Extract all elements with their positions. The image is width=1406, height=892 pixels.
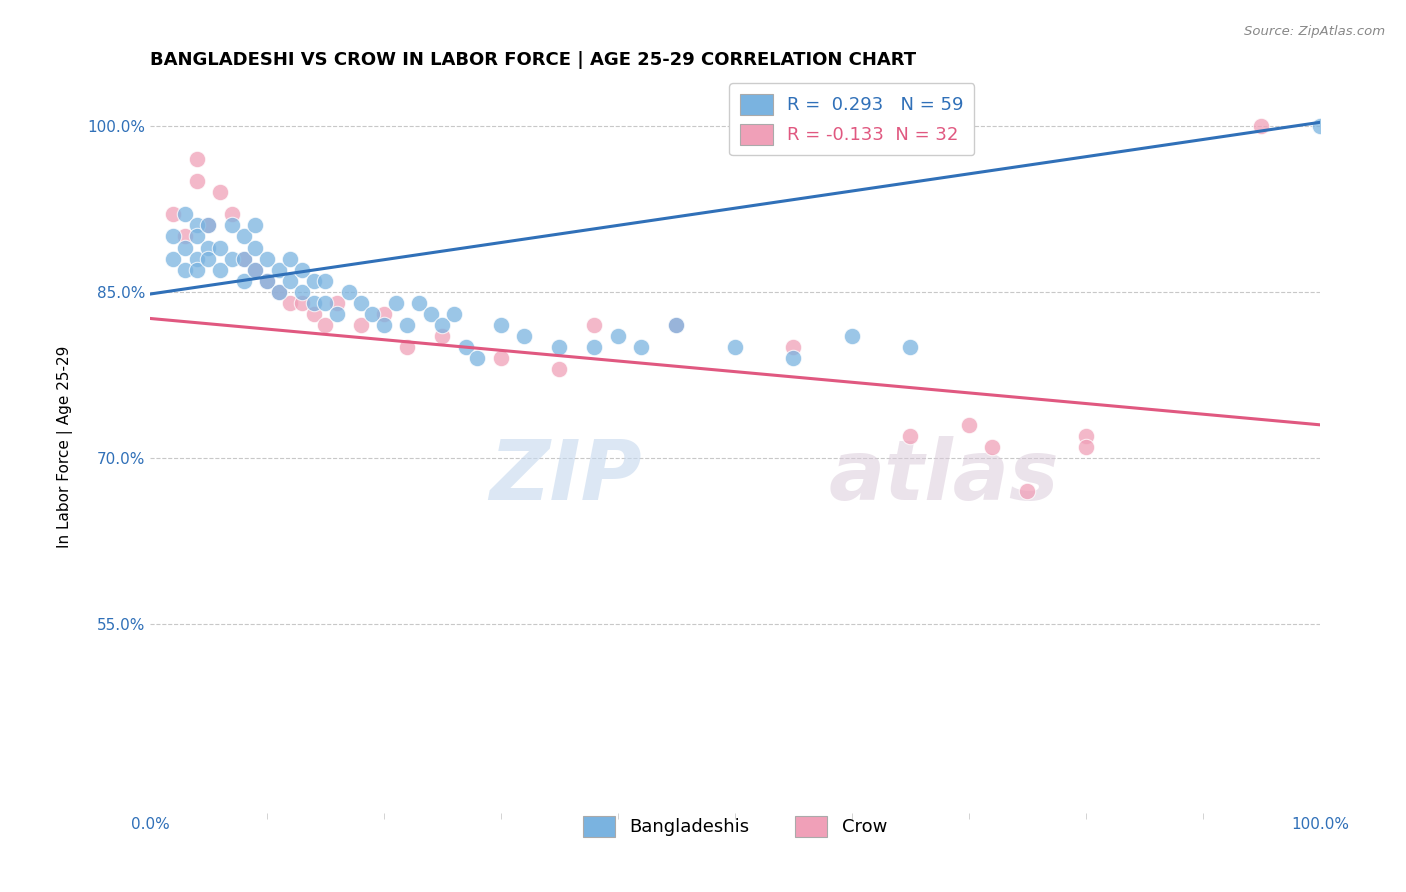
Point [221,252,243,266]
Point [245,241,267,255]
Point [209,262,232,277]
Point [454,340,477,354]
Point [898,429,921,443]
Point [489,318,512,332]
Point [665,318,688,332]
Point [209,185,232,199]
Point [314,274,336,288]
Point [782,351,804,366]
Point [1250,119,1272,133]
Point [419,307,441,321]
Point [186,252,208,266]
Point [349,296,371,310]
Point [432,329,454,343]
Point [782,340,804,354]
Point [197,241,219,255]
Point [186,229,208,244]
Point [548,340,571,354]
Point [1074,429,1097,443]
Point [291,296,314,310]
Point [291,285,314,299]
Point [583,318,606,332]
Legend: Bangladeshis, Crow: Bangladeshis, Crow [575,808,894,844]
Point [232,229,254,244]
Point [162,252,184,266]
Point [267,262,290,277]
Point [630,340,652,354]
Point [489,351,512,366]
Point [981,440,1004,454]
Point [197,219,219,233]
Point [232,274,254,288]
Point [197,219,219,233]
Point [513,329,536,343]
Point [162,229,184,244]
Point [245,262,267,277]
Point [186,219,208,233]
Point [186,174,208,188]
Point [548,362,571,376]
Point [256,274,278,288]
Point [583,340,606,354]
Point [267,285,290,299]
Y-axis label: In Labor Force | Age 25-29: In Labor Force | Age 25-29 [58,346,73,549]
Point [174,229,197,244]
Text: ZIP: ZIP [489,435,641,516]
Point [337,285,360,299]
Point [197,252,219,266]
Point [314,296,336,310]
Point [256,252,278,266]
Point [174,241,197,255]
Point [606,329,628,343]
Point [326,307,349,321]
Point [245,219,267,233]
Point [232,252,254,266]
Point [245,262,267,277]
Point [326,296,349,310]
Point [314,318,336,332]
Point [186,152,208,166]
Point [174,207,197,221]
Text: BANGLADESHI VS CROW IN LABOR FORCE | AGE 25-29 CORRELATION CHART: BANGLADESHI VS CROW IN LABOR FORCE | AGE… [150,51,917,69]
Point [957,417,980,432]
Point [232,252,254,266]
Point [396,340,419,354]
Point [373,307,395,321]
Point [443,307,465,321]
Point [162,207,184,221]
Point [302,274,325,288]
Point [1017,484,1039,499]
Point [1309,119,1331,133]
Point [302,307,325,321]
Point [278,252,301,266]
Point [898,340,921,354]
Point [302,296,325,310]
Point [278,296,301,310]
Point [396,318,419,332]
Point [291,262,314,277]
Point [361,307,384,321]
Point [221,219,243,233]
Text: Source: ZipAtlas.com: Source: ZipAtlas.com [1244,25,1385,38]
Point [408,296,430,310]
Point [174,262,197,277]
Point [841,329,863,343]
Point [349,318,371,332]
Point [186,262,208,277]
Point [467,351,489,366]
Point [278,274,301,288]
Point [665,318,688,332]
Point [384,296,406,310]
Point [432,318,454,332]
Point [373,318,395,332]
Point [1074,440,1097,454]
Text: atlas: atlas [828,435,1059,516]
Point [221,207,243,221]
Point [267,285,290,299]
Point [724,340,747,354]
Point [209,241,232,255]
Point [256,274,278,288]
